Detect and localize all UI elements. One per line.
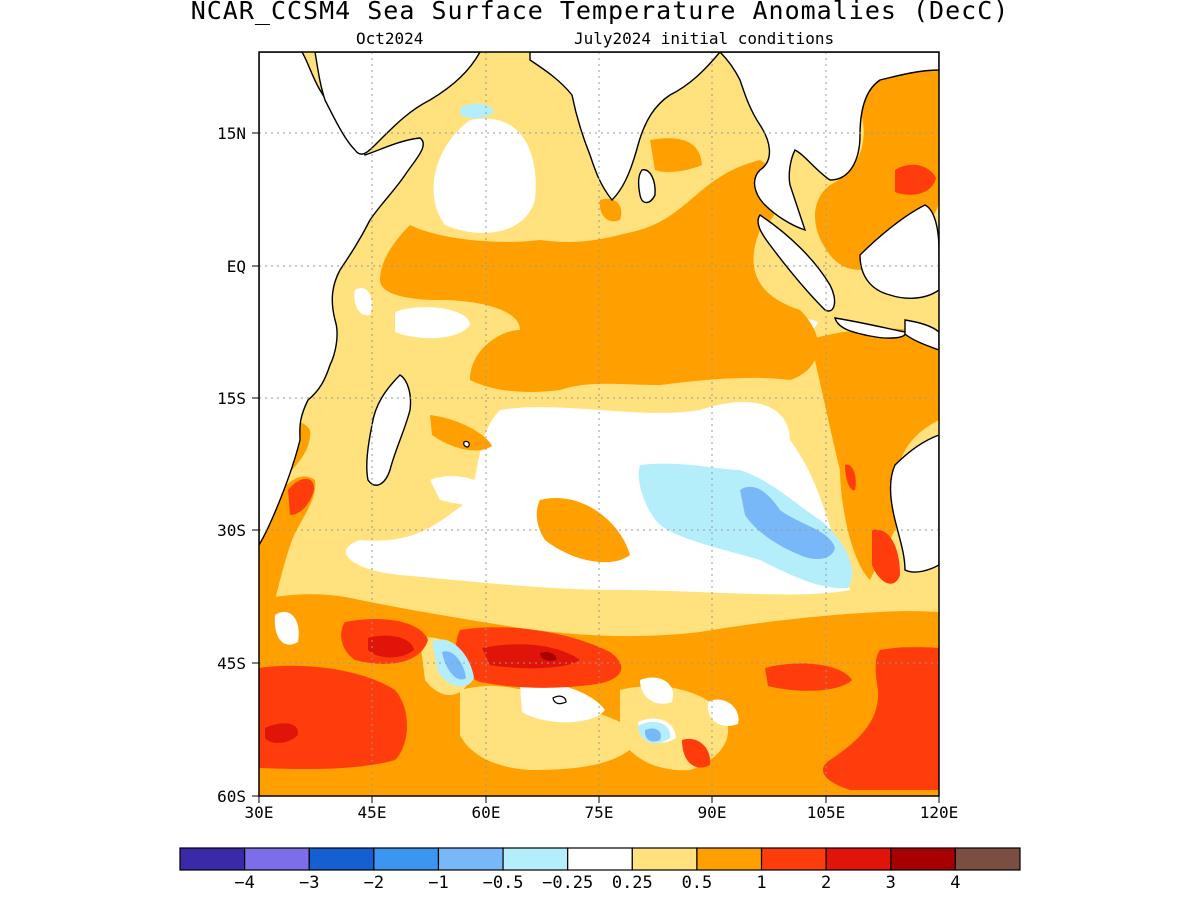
anomaly-very-hot-region <box>265 723 299 743</box>
sumatra-island <box>757 214 836 312</box>
india-landmass <box>529 52 721 202</box>
southeast-asia-landmass <box>719 52 939 232</box>
colorbar-swatch <box>308 847 375 871</box>
lon-label-75e: 75E <box>585 803 614 822</box>
lon-label-45e: 45E <box>358 803 387 822</box>
anomaly-cool-region <box>644 728 661 742</box>
anomaly-near-zero-region <box>354 288 373 316</box>
colorbar-swatch <box>373 847 440 871</box>
lat-label-60s: 60S <box>217 787 246 806</box>
anomaly-near-zero-region <box>460 685 640 770</box>
anomaly-near-zero-region <box>395 307 470 339</box>
anomaly-near-zero-region <box>274 611 299 645</box>
lon-label-120e: 120E <box>920 803 959 822</box>
colorbar-swatch <box>179 847 246 871</box>
sri-lanka <box>637 169 656 204</box>
anomaly-cool-region <box>442 651 466 680</box>
anomaly-warm-region <box>599 198 622 222</box>
colorbar-label: 4 <box>950 873 960 893</box>
arabian-peninsula <box>314 52 481 155</box>
colorbar-swatch <box>890 847 956 871</box>
australia-landmass <box>889 434 939 573</box>
lon-label-90e: 90E <box>698 803 727 822</box>
anomaly-hot-region <box>895 164 936 195</box>
colorbar-swatch <box>567 847 633 871</box>
kerguelen-islands <box>552 695 567 705</box>
anomaly-hot-region <box>872 529 900 584</box>
longitude-axis: 30E 45E 60E 75E 90E 105E 120E <box>245 796 959 822</box>
lat-label-15s: 15S <box>217 389 246 408</box>
java-island <box>834 317 906 339</box>
colorbar-swatch <box>760 847 827 871</box>
colorbar-label: 0.25 <box>612 873 653 893</box>
colorbar-label: 1 <box>756 873 766 893</box>
forecast-month: Oct2024 <box>356 29 424 48</box>
anomaly-near-zero-region <box>640 677 674 704</box>
colorbar-label: −4 <box>234 873 254 893</box>
colorbar-legend: −4 −3 −2 −1 −0.5 −0.25 0.25 0.5 1 2 3 4 <box>179 847 1021 893</box>
lon-label-30e: 30E <box>245 803 274 822</box>
colorbar-swatch <box>631 847 698 871</box>
lat-label-15n: 15N <box>217 124 246 143</box>
colorbar-swatch <box>437 847 504 871</box>
anomaly-hot-region <box>845 464 856 491</box>
lat-label-30s: 30S <box>217 521 246 540</box>
anomaly-cool-region <box>638 463 853 589</box>
map-gridlines <box>259 52 939 796</box>
anomaly-hot-region <box>259 665 408 770</box>
colorbar-label: −3 <box>299 873 319 893</box>
colorbar-label: 3 <box>886 873 896 893</box>
anomaly-cool-region <box>740 486 835 560</box>
anomaly-hot-region <box>765 663 852 691</box>
anomaly-warm-region <box>430 415 492 451</box>
colorbar-swatch <box>244 847 310 871</box>
colorbar-label: 0.5 <box>682 873 713 893</box>
anomaly-extreme-hot-region <box>540 652 557 661</box>
colorbar-label: −0.25 <box>542 873 593 893</box>
anomaly-hot-region <box>288 478 315 515</box>
anomaly-near-zero-region <box>707 699 739 726</box>
latitude-axis: 15N EQ 15S 30S 45S 60S <box>217 124 259 806</box>
colorbar-label: −2 <box>364 873 384 893</box>
lat-label-45s: 45S <box>217 654 246 673</box>
anomaly-hot-region <box>822 647 939 790</box>
madagascar-island <box>366 374 412 486</box>
lesser-sunda-islands <box>904 319 939 351</box>
anomaly-near-zero-region <box>430 476 500 506</box>
anomaly-hot-region <box>682 738 711 768</box>
lat-label-eq: EQ <box>227 257 246 276</box>
anomaly-warm-region <box>810 328 939 580</box>
lon-label-105e: 105E <box>807 803 846 822</box>
initial-conditions: July2024 initial conditions <box>574 29 835 48</box>
anomaly-very-hot-region <box>368 635 414 658</box>
colorbar-swatch <box>696 847 763 871</box>
anomaly-near-zero-region <box>433 118 536 233</box>
lon-label-60e: 60E <box>472 803 501 822</box>
colorbar-swatch <box>502 847 569 871</box>
colorbar-label: 2 <box>821 873 831 893</box>
colorbar-label: −0.5 <box>483 873 524 893</box>
anomaly-very-hot-region <box>482 644 580 669</box>
mauritius-island <box>463 440 470 448</box>
colorbar-swatch <box>825 847 892 871</box>
colorbar-swatch <box>954 847 1021 871</box>
map-title: NCAR_CCSM4 Sea Surface Temperature Anoma… <box>190 0 1010 25</box>
anomaly-warm-region <box>650 138 702 173</box>
colorbar-label: −1 <box>428 873 448 893</box>
